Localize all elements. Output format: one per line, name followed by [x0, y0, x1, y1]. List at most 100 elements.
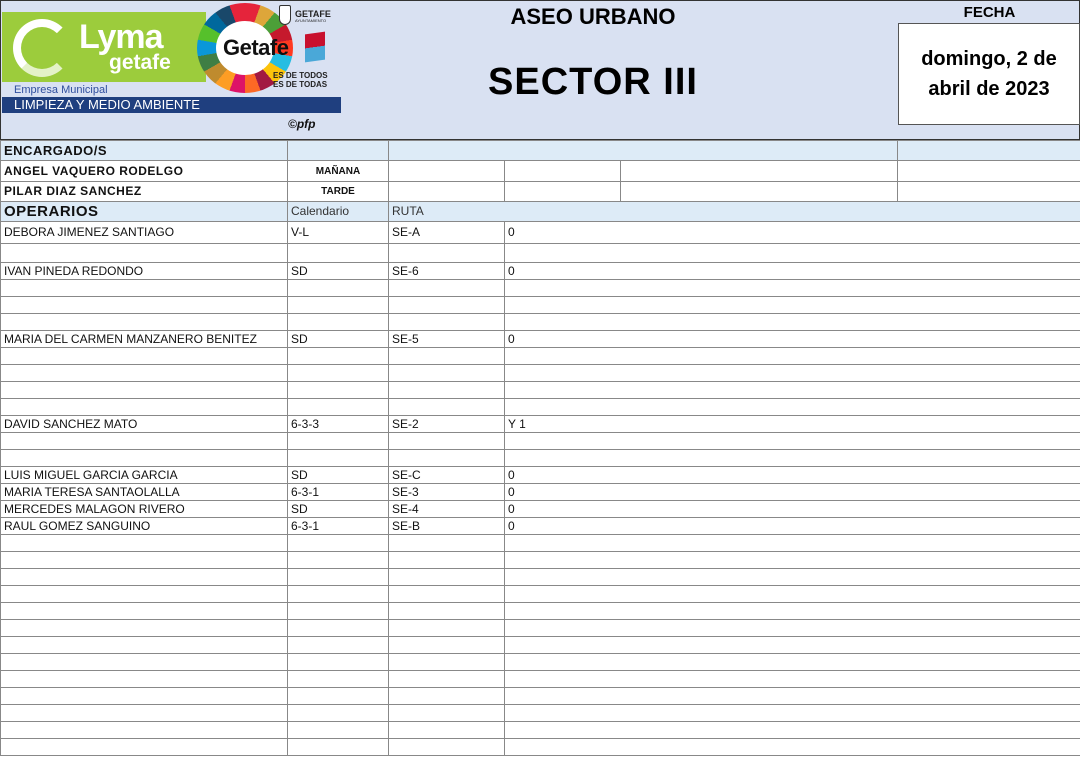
calendario-cell[interactable]: [287, 602, 389, 620]
ruta-cell[interactable]: [388, 687, 505, 705]
ruta-cell[interactable]: [388, 704, 505, 722]
calendario-cell[interactable]: [287, 704, 389, 722]
calendario-cell[interactable]: [287, 381, 389, 399]
observaciones-cell[interactable]: [503, 243, 1080, 263]
calendario-cell[interactable]: [287, 364, 389, 382]
calendario-cell[interactable]: [287, 738, 389, 756]
operario-name[interactable]: [0, 449, 288, 467]
operario-name[interactable]: [0, 619, 288, 637]
observaciones-cell[interactable]: [503, 653, 1080, 671]
operario-name[interactable]: [0, 279, 288, 297]
cell[interactable]: [619, 181, 899, 202]
operario-name[interactable]: IVAN PINEDA REDONDO: [0, 262, 288, 280]
observaciones-cell[interactable]: [503, 670, 1080, 688]
operario-name[interactable]: [0, 602, 288, 620]
operario-name[interactable]: LUIS MIGUEL GARCIA GARCIA: [0, 466, 288, 484]
operario-name[interactable]: DEBORA JIMENEZ SANTIAGO: [0, 221, 288, 244]
operario-name[interactable]: [0, 398, 288, 416]
ruta-cell[interactable]: SE-4: [388, 500, 505, 518]
operario-name[interactable]: [0, 704, 288, 722]
calendario-cell[interactable]: [287, 296, 389, 314]
fecha-value[interactable]: domingo, 2 de abril de 2023: [898, 23, 1080, 125]
calendario-cell[interactable]: SD: [287, 500, 389, 518]
operario-name[interactable]: [0, 381, 288, 399]
observaciones-cell[interactable]: [503, 347, 1080, 365]
ruta-cell[interactable]: [388, 653, 505, 671]
calendario-cell[interactable]: SD: [287, 262, 389, 280]
observaciones-cell[interactable]: [503, 381, 1080, 399]
calendario-cell[interactable]: [287, 721, 389, 739]
ruta-cell[interactable]: [388, 636, 505, 654]
observaciones-cell[interactable]: 0: [503, 466, 1080, 484]
encargado-turno[interactable]: MAÑANA: [287, 160, 389, 182]
observaciones-cell[interactable]: [503, 551, 1080, 569]
ruta-cell[interactable]: [388, 738, 505, 756]
ruta-cell[interactable]: [388, 364, 505, 382]
ruta-cell[interactable]: [388, 243, 505, 263]
operario-name[interactable]: [0, 551, 288, 569]
ruta-cell[interactable]: [388, 721, 505, 739]
calendario-cell[interactable]: [287, 398, 389, 416]
cell[interactable]: [504, 160, 621, 182]
calendario-cell[interactable]: [287, 313, 389, 331]
observaciones-cell[interactable]: 0: [503, 483, 1080, 501]
calendario-cell[interactable]: V-L: [287, 221, 389, 244]
calendario-cell[interactable]: [287, 636, 389, 654]
calendario-cell[interactable]: [287, 619, 389, 637]
operario-name[interactable]: MARIA DEL CARMEN MANZANERO BENITEZ: [0, 330, 288, 348]
observaciones-cell[interactable]: [503, 398, 1080, 416]
calendario-cell[interactable]: [287, 534, 389, 552]
ruta-cell[interactable]: [388, 313, 505, 331]
calendario-cell[interactable]: [287, 432, 389, 450]
observaciones-cell[interactable]: [503, 279, 1080, 297]
observaciones-cell[interactable]: 0: [503, 262, 1080, 280]
ruta-cell[interactable]: [388, 670, 505, 688]
calendario-cell[interactable]: 6-3-1: [287, 517, 389, 535]
observaciones-cell[interactable]: Y 1: [503, 415, 1080, 433]
calendario-cell[interactable]: [287, 585, 389, 603]
operario-name[interactable]: [0, 432, 288, 450]
observaciones-cell[interactable]: 0: [503, 500, 1080, 518]
operario-name[interactable]: [0, 347, 288, 365]
observaciones-cell[interactable]: [503, 687, 1080, 705]
calendario-cell[interactable]: [287, 670, 389, 688]
observaciones-cell[interactable]: [503, 432, 1080, 450]
observaciones-cell[interactable]: [503, 619, 1080, 637]
calendario-cell[interactable]: 6-3-1: [287, 483, 389, 501]
observaciones-cell[interactable]: 0: [503, 221, 1080, 244]
operario-name[interactable]: [0, 313, 288, 331]
observaciones-cell[interactable]: [503, 738, 1080, 756]
ruta-cell[interactable]: [388, 381, 505, 399]
ruta-cell[interactable]: SE-6: [388, 262, 505, 280]
operario-name[interactable]: [0, 243, 288, 263]
ruta-cell[interactable]: SE-2: [388, 415, 505, 433]
operario-name[interactable]: [0, 568, 288, 586]
operario-name[interactable]: [0, 364, 288, 382]
ruta-cell[interactable]: [388, 398, 505, 416]
cell[interactable]: [387, 140, 899, 161]
operario-name[interactable]: [0, 636, 288, 654]
cell[interactable]: [388, 160, 505, 182]
observaciones-cell[interactable]: [503, 568, 1080, 586]
calendario-cell[interactable]: [287, 243, 389, 263]
observaciones-cell[interactable]: [503, 534, 1080, 552]
operario-name[interactable]: DAVID SANCHEZ MATO: [0, 415, 288, 433]
ruta-cell[interactable]: SE-C: [388, 466, 505, 484]
calendario-cell[interactable]: [287, 551, 389, 569]
operario-name[interactable]: [0, 296, 288, 314]
calendario-cell[interactable]: [287, 449, 389, 467]
operario-name[interactable]: [0, 534, 288, 552]
observaciones-cell[interactable]: 0: [503, 517, 1080, 535]
operario-name[interactable]: MARIA TERESA SANTAOLALLA: [0, 483, 288, 501]
ruta-cell[interactable]: SE-A: [388, 221, 505, 244]
ruta-cell[interactable]: SE-5: [388, 330, 505, 348]
cell[interactable]: [504, 181, 621, 202]
cell[interactable]: [287, 140, 389, 161]
calendario-cell[interactable]: [287, 279, 389, 297]
observaciones-cell[interactable]: [503, 585, 1080, 603]
ruta-cell[interactable]: SE-B: [388, 517, 505, 535]
calendario-cell[interactable]: 6-3-3: [287, 415, 389, 433]
ruta-cell[interactable]: SE-3: [388, 483, 505, 501]
ruta-cell[interactable]: [388, 585, 505, 603]
encargado-turno[interactable]: TARDE: [287, 181, 389, 202]
